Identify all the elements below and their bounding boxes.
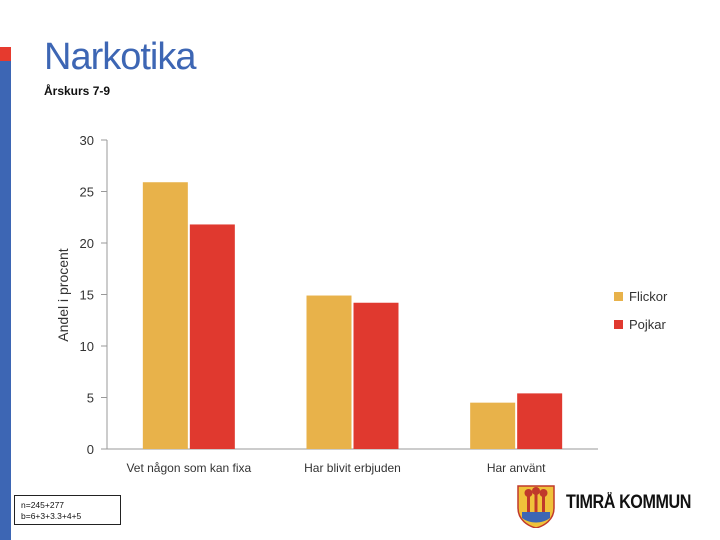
bar-pojkar-0 xyxy=(189,224,235,449)
y-tick-label: 15 xyxy=(80,288,94,303)
y-tick-label: 20 xyxy=(80,236,94,251)
y-tick-label: 5 xyxy=(87,391,94,406)
municipality-logo: TIMRÅ KOMMUN xyxy=(516,484,706,530)
x-tick-label: Har blivit erbjuden xyxy=(304,461,401,475)
y-axis-title: Andel i procent xyxy=(55,248,71,342)
coat-of-arms-icon xyxy=(517,485,555,529)
legend-swatch-flickor xyxy=(614,291,623,301)
legend-label-pojkar: Pojkar xyxy=(629,316,666,332)
slide-subtitle: Årskurs 7-9 xyxy=(44,84,111,98)
logo-text: TIMRÅ KOMMUN xyxy=(566,492,691,513)
bar-flickor-2 xyxy=(470,402,516,449)
y-tick-label: 0 xyxy=(87,442,94,457)
accent-bar-red xyxy=(0,47,11,61)
legend-swatch-pojkar xyxy=(614,319,623,329)
sample-size-note: n=245+277 b=6+3+3.3+4+5 xyxy=(14,495,121,525)
legend-item-pojkar: Pojkar xyxy=(614,310,667,338)
y-tick-label: 25 xyxy=(80,185,94,200)
y-tick-label: 30 xyxy=(80,133,94,148)
y-tick-label: 10 xyxy=(80,339,94,354)
bar-flickor-1 xyxy=(306,295,352,449)
x-tick-label: Har använt xyxy=(487,461,546,475)
bar-pojkar-2 xyxy=(517,393,563,449)
accent-bar-blue xyxy=(0,61,11,540)
legend-item-flickor: Flickor xyxy=(614,282,667,310)
x-tick-label: Vet någon som kan fixa xyxy=(126,461,251,475)
bar-pojkar-1 xyxy=(353,302,399,449)
slide-title: Narkotika xyxy=(44,36,196,78)
chart-legend: Flickor Pojkar xyxy=(614,282,667,338)
bar-flickor-0 xyxy=(142,182,188,450)
legend-label-flickor: Flickor xyxy=(629,288,668,304)
note-line-1: n=245+277 xyxy=(21,500,65,510)
note-line-2: b=6+3+3.3+4+5 xyxy=(21,511,82,521)
